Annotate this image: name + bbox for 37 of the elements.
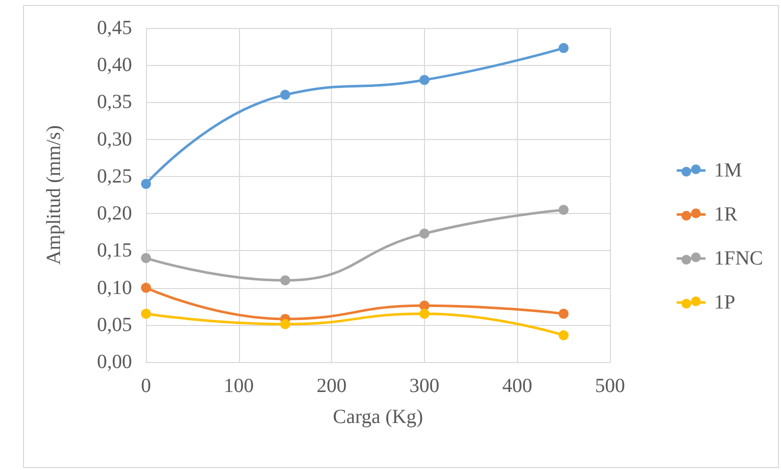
x-axis-title: Carga (Kg) <box>332 406 424 428</box>
y-tick-label: 0,40 <box>97 54 132 76</box>
y-tick-label: 0,35 <box>97 91 132 114</box>
x-tick-label: 500 <box>595 375 625 397</box>
point <box>141 253 151 264</box>
x-tick-label: 0 <box>141 375 151 397</box>
y-tick-label: 0,45 <box>97 17 132 39</box>
point <box>141 282 151 293</box>
y-tick-label: 0,20 <box>97 202 132 225</box>
y-tick-label: 0,00 <box>97 351 132 373</box>
point <box>280 90 290 100</box>
x-tick-label: 300 <box>409 375 440 397</box>
point <box>141 178 151 189</box>
point <box>280 319 290 330</box>
point <box>419 300 430 311</box>
point <box>558 308 569 319</box>
legend-label: 1FNC <box>714 248 763 270</box>
point <box>558 204 569 215</box>
x-tick-label: 100 <box>224 375 254 397</box>
y-tick-label: 0,15 <box>97 240 132 262</box>
legend-label: 1R <box>714 204 738 226</box>
point <box>419 308 430 319</box>
y-tick-label: 0,05 <box>97 314 132 336</box>
point <box>419 74 430 85</box>
point <box>558 330 569 340</box>
point <box>558 43 569 54</box>
legend-label: 1M <box>714 160 742 182</box>
y-tick-label: 0,30 <box>97 128 132 150</box>
point <box>280 275 290 286</box>
point <box>419 228 430 239</box>
x-tick-label: 400 <box>502 375 532 397</box>
legend-label: 1P <box>714 292 736 314</box>
y-tick-label: 0,10 <box>97 276 132 299</box>
point <box>141 308 151 319</box>
y-axis-title: Amplitud (mm/s) <box>43 125 65 265</box>
x-tick-label: 200 <box>316 375 347 397</box>
y-tick-label: 0,25 <box>97 165 132 188</box>
